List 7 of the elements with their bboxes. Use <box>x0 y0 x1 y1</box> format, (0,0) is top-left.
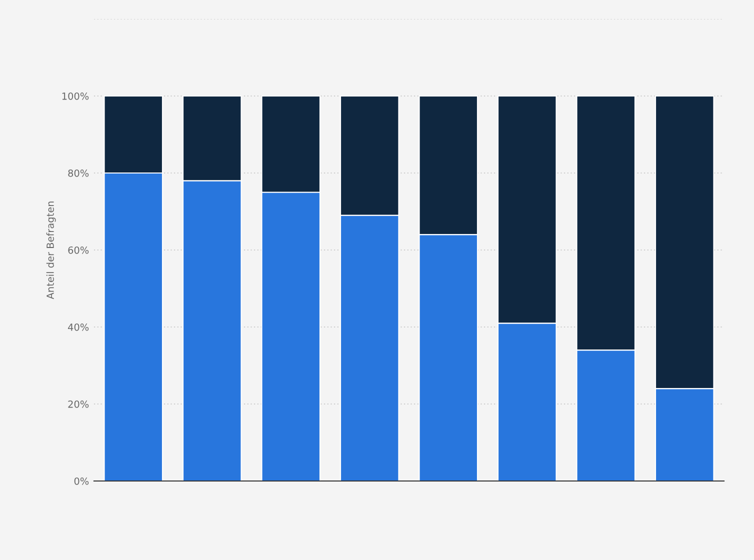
y-tick-label: 80% <box>68 169 89 177</box>
y-axis-title: Anteil der Befragten <box>46 202 56 300</box>
y-tick-label: 0% <box>74 477 89 485</box>
y-tick-label: 100% <box>62 92 89 100</box>
y-tick-label: 20% <box>68 400 89 408</box>
y-tick-label: 60% <box>68 246 89 254</box>
y-tick-label: 40% <box>68 323 89 331</box>
